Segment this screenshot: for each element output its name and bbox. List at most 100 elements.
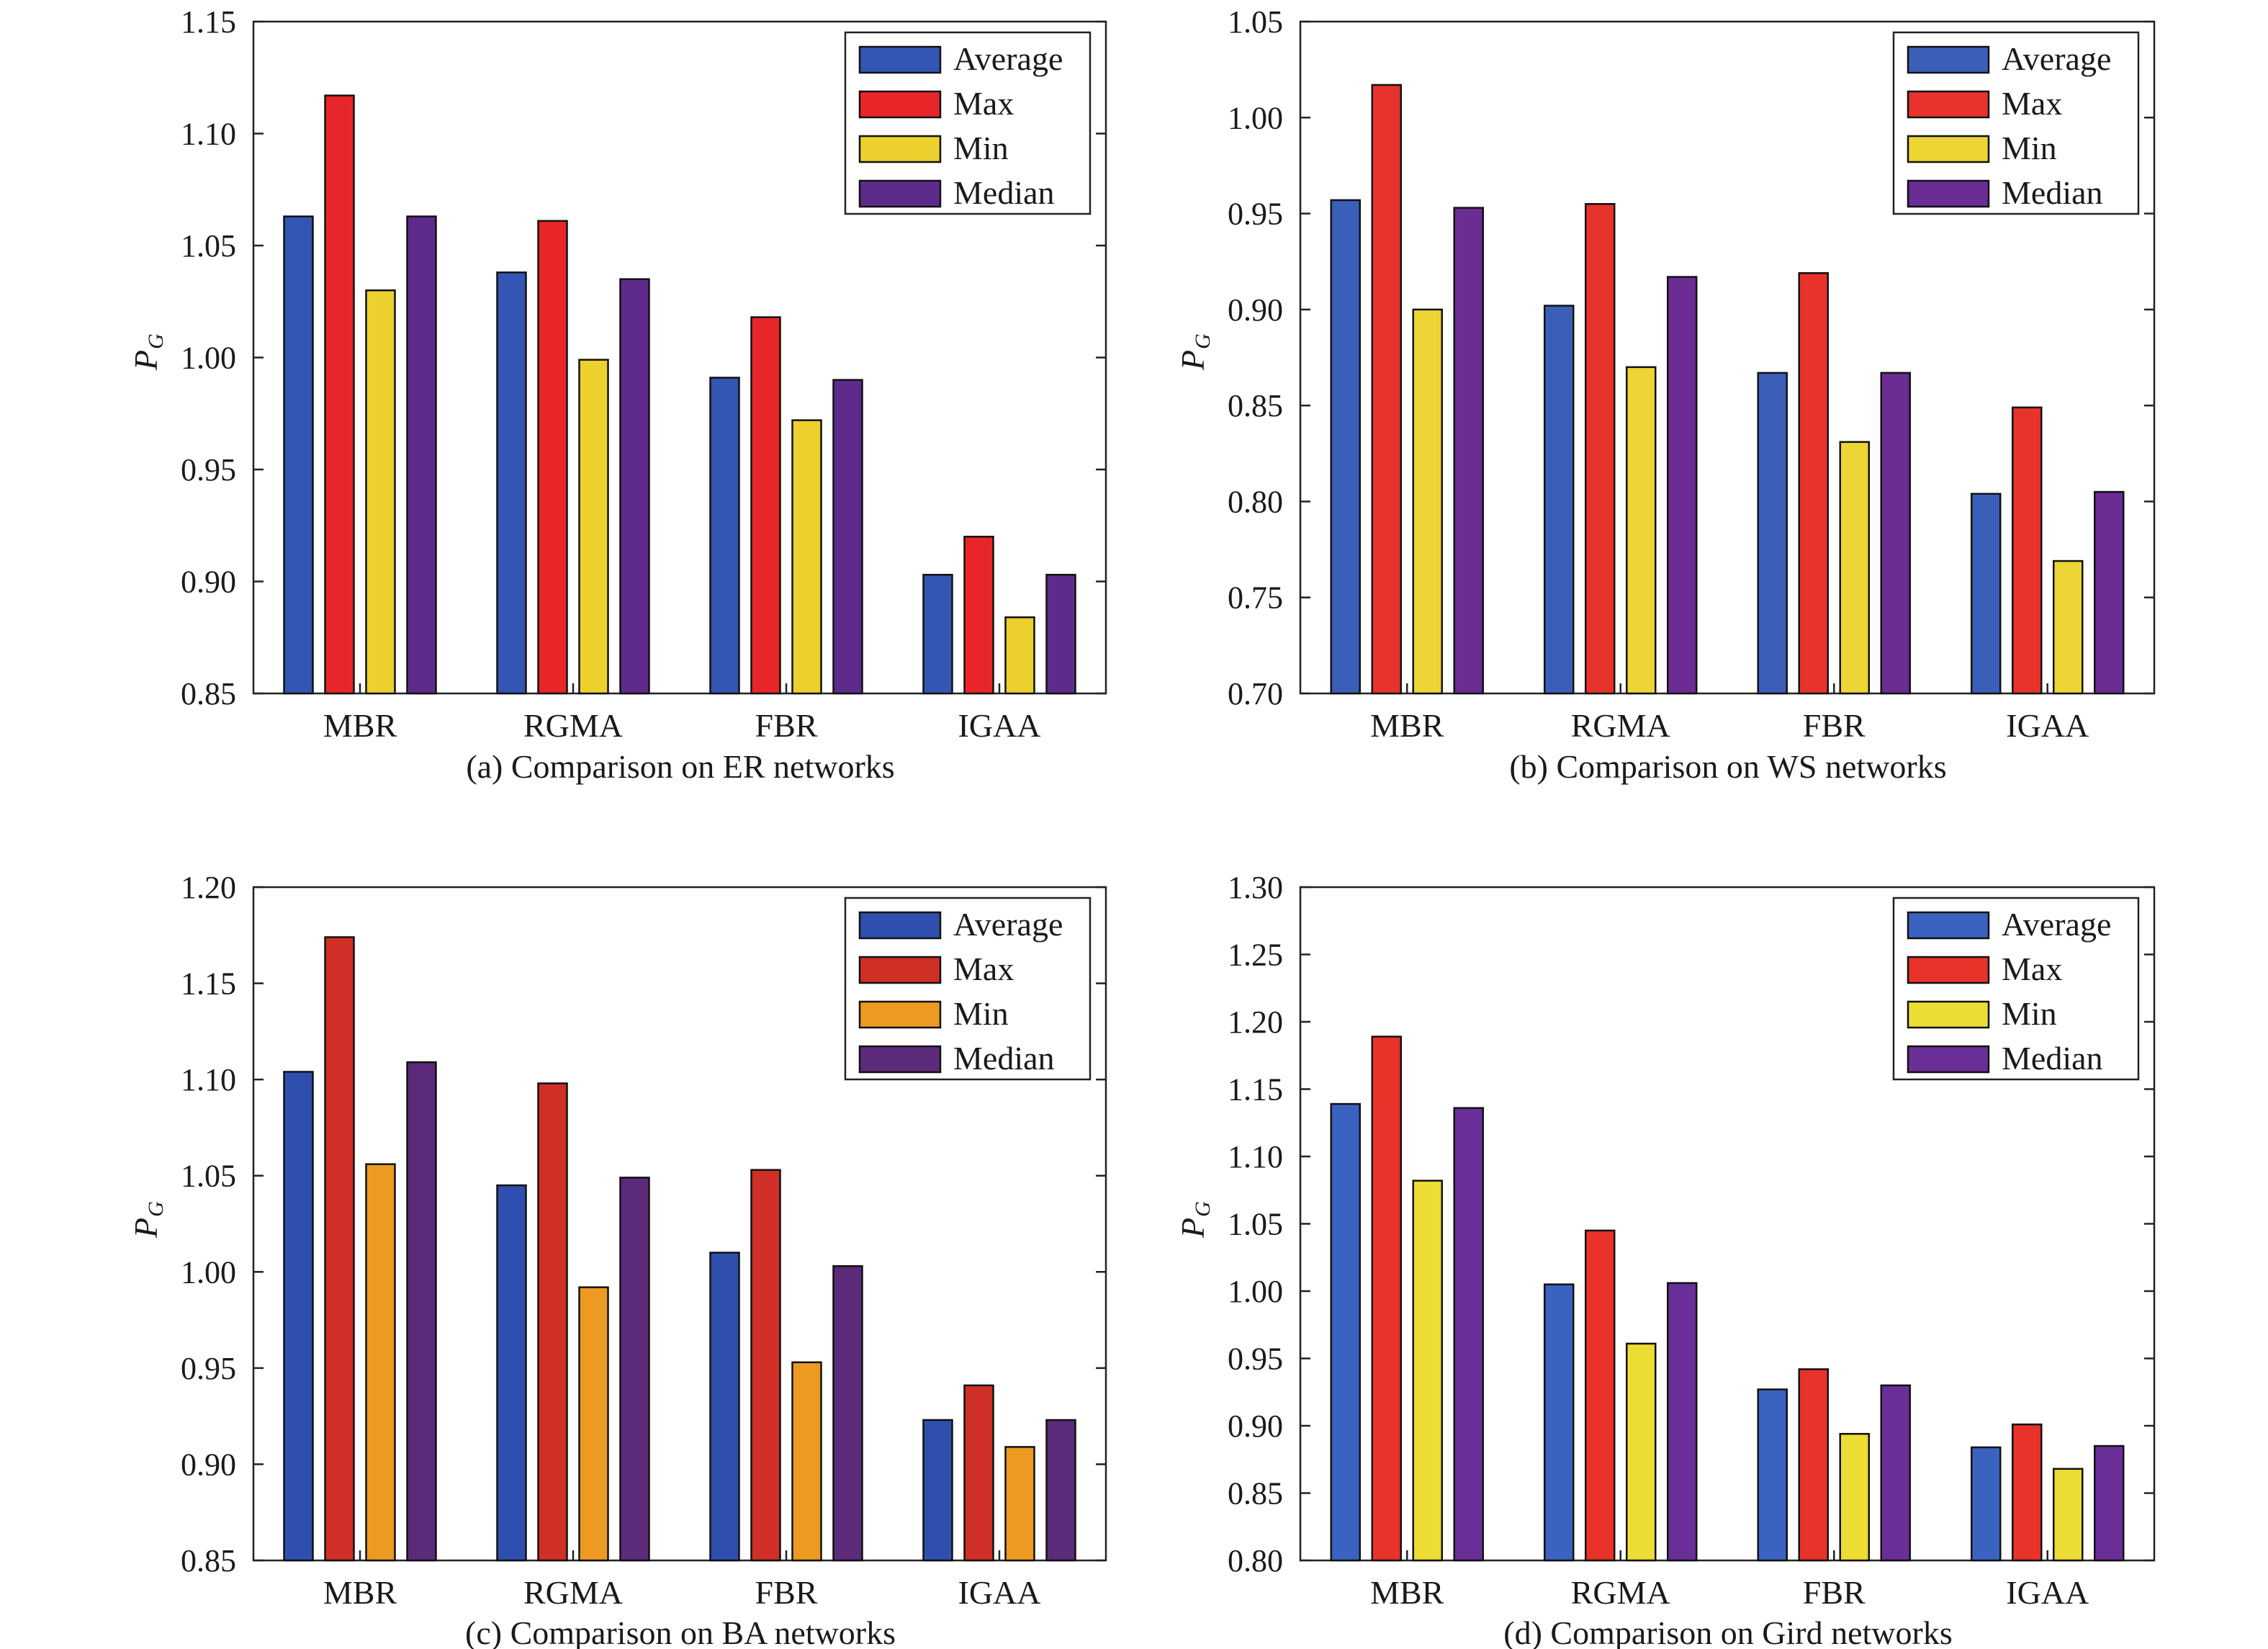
legend-label-max: Max	[2002, 85, 2062, 122]
legend-swatch-min	[858, 1000, 942, 1029]
bar-a-median-fbr	[832, 379, 863, 695]
y-axis-label-d: P	[1174, 1218, 1211, 1239]
legend-swatch-max	[858, 90, 942, 119]
chart-panel-a: 0.85 0.90 0.95 1.00 1.05 1.10 1.15 MBR RGMA FBR IG…	[127, 4, 1107, 785]
bar-b-average-mbr	[1330, 199, 1361, 695]
y-tick-label-b: 0.95	[1228, 197, 1283, 232]
y-tick-label-d: 1.20	[1228, 1005, 1283, 1040]
y-tick-label-a: 1.05	[181, 228, 236, 264]
legend-label-average: Average	[953, 906, 1063, 943]
bar-d-max-mbr	[1371, 1035, 1402, 1562]
bar-b-min-igaa	[2053, 560, 2084, 695]
x-tick-label-c: IGAA	[958, 1574, 1041, 1611]
legend-label-median: Median	[953, 174, 1055, 211]
y-tick-label-c: 1.00	[181, 1254, 236, 1290]
x-tick-label-d: MBR	[1370, 1574, 1444, 1611]
bar-d-average-fbr	[1757, 1388, 1788, 1562]
bar-b-max-fbr	[1798, 271, 1829, 695]
y-tick-label-a: 0.95	[181, 452, 236, 487]
y-tick-label-c: 1.05	[181, 1159, 236, 1194]
bar-d-min-rgma	[1626, 1342, 1657, 1562]
bar-c-average-fbr	[709, 1252, 740, 1562]
y-tick-label-b: 0.90	[1228, 292, 1283, 328]
bar-c-min-igaa	[1004, 1446, 1035, 1562]
legend-label-max: Max	[2002, 951, 2062, 987]
bar-a-median-igaa	[1045, 573, 1076, 695]
x-tick-label-b: MBR	[1370, 707, 1444, 744]
x-tick-label-a: MBR	[323, 707, 397, 744]
y-tick-label-b: 1.00	[1228, 100, 1283, 135]
legend-swatch-average	[858, 911, 942, 940]
legend-label-min: Min	[953, 130, 1009, 166]
bar-a-min-fbr	[791, 419, 822, 695]
x-tick-label-c: FBR	[755, 1574, 818, 1611]
x-tick-label-d: RGMA	[1571, 1574, 1670, 1611]
y-tick-label-c: 1.10	[181, 1062, 236, 1097]
y-tick-label-a: 0.90	[181, 565, 236, 600]
bar-b-max-rgma	[1585, 202, 1616, 695]
bar-d-max-igaa	[2012, 1423, 2043, 1562]
legend-b: Average Max Min Median	[1892, 31, 2140, 215]
y-tick-label-b: 0.80	[1228, 484, 1283, 519]
caption-a: (a) Comparison on ER networks	[466, 748, 894, 785]
y-tick-label-b: 0.85	[1228, 388, 1283, 423]
bar-a-average-fbr	[709, 377, 740, 695]
chart-panel-c: 0.85 0.90 0.95 1.00 1.05 1.10 1.15 1.20 MBR RGMA F…	[127, 870, 1107, 1649]
legend-label-average: Average	[953, 40, 1063, 77]
legend-d: Average Max Min Median	[1892, 897, 2140, 1081]
bar-a-min-igaa	[1004, 616, 1035, 695]
bar-b-max-igaa	[2012, 406, 2043, 695]
bar-c-max-rgma	[537, 1082, 568, 1562]
legend-label-min: Min	[953, 995, 1009, 1032]
axes-frame-c	[252, 886, 1107, 1562]
y-tick-label-d: 1.10	[1228, 1139, 1283, 1174]
x-tick-label-d: IGAA	[2006, 1574, 2089, 1611]
legend-label-median: Median	[2002, 174, 2103, 211]
bar-b-median-igaa	[2094, 490, 2125, 695]
legend-swatch-average	[1907, 911, 1990, 940]
bar-d-average-rgma	[1544, 1283, 1575, 1562]
x-tick-label-b: FBR	[1803, 707, 1866, 744]
legend-swatch-median	[1907, 1045, 1990, 1074]
y-tick-label-b: 0.70	[1228, 676, 1283, 711]
y-tick-label-c: 1.15	[181, 966, 236, 1002]
bar-b-median-mbr	[1453, 207, 1484, 695]
bar-b-median-fbr	[1880, 372, 1911, 695]
bar-c-average-mbr	[283, 1071, 314, 1562]
y-axis-label-sub-d: G	[1191, 1201, 1215, 1217]
y-tick-label-d: 1.05	[1228, 1207, 1283, 1242]
x-tick-label-b: IGAA	[2006, 707, 2089, 744]
bar-a-max-rgma	[537, 220, 568, 695]
bar-a-max-igaa	[963, 536, 994, 695]
x-tick-label-d: FBR	[1803, 1574, 1866, 1611]
y-tick-label-d: 0.85	[1228, 1476, 1283, 1511]
bar-a-average-rgma	[496, 271, 527, 695]
bar-d-median-mbr	[1453, 1107, 1484, 1562]
y-tick-label-b: 0.75	[1228, 580, 1283, 616]
legend-a: Average Max Min Median	[844, 31, 1092, 215]
bar-d-max-fbr	[1798, 1368, 1829, 1562]
y-tick-label-d: 0.95	[1228, 1342, 1283, 1377]
caption-c: (c) Comparison on BA networks	[465, 1614, 896, 1649]
legend-swatch-min	[1907, 1000, 1990, 1029]
legend-label-max: Max	[953, 85, 1014, 122]
bar-c-min-mbr	[365, 1163, 396, 1562]
y-tick-label-d: 1.25	[1228, 938, 1283, 973]
plot-area-d: 0.80 0.85 0.90 0.95 1.00 1.05 1.10 1.15 1.20 1.25…	[1228, 870, 2156, 1611]
bar-a-min-rgma	[578, 359, 609, 695]
plot-area-c: 0.85 0.90 0.95 1.00 1.05 1.10 1.15 1.20 MBR RGMA F…	[181, 870, 1107, 1611]
y-tick-label-a: 1.00	[181, 341, 236, 376]
bar-c-average-rgma	[496, 1184, 527, 1562]
y-axis-label-a: P	[127, 350, 164, 371]
bar-b-max-mbr	[1371, 84, 1402, 695]
x-tick-label-c: RGMA	[523, 1574, 623, 1611]
y-tick-label-d: 0.80	[1228, 1543, 1283, 1578]
legend-label-min: Min	[2002, 995, 2057, 1032]
bar-c-max-fbr	[750, 1169, 781, 1562]
bar-a-average-mbr	[283, 215, 314, 695]
bar-b-median-rgma	[1667, 276, 1698, 695]
bar-d-min-fbr	[1839, 1432, 1870, 1562]
legend-swatch-max	[858, 956, 942, 984]
axes-frame-b	[1299, 20, 2156, 695]
